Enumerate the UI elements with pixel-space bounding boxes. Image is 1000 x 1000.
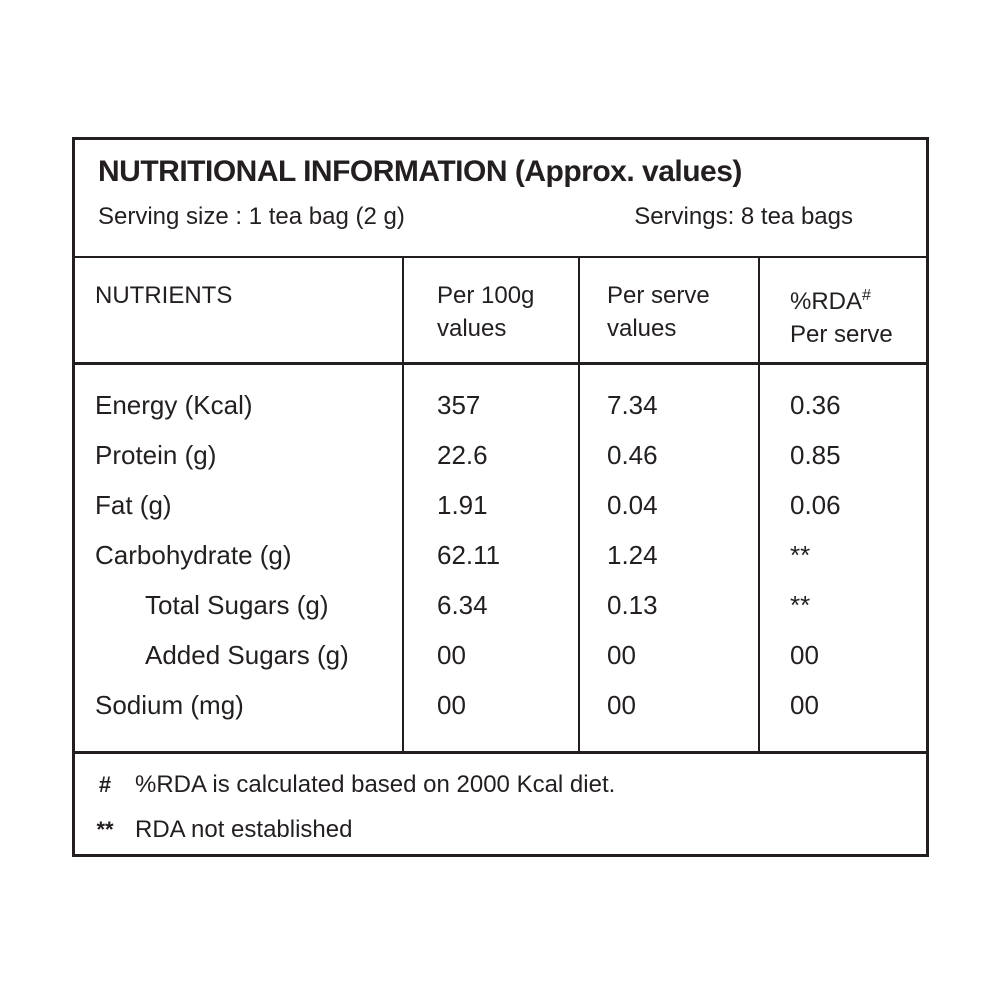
double-asterisk-marker: **: [96, 817, 114, 842]
column-header-label: NUTRIENTS: [95, 282, 233, 309]
per-100g-value: 62.11: [437, 540, 501, 570]
nutrition-label: NUTRITIONAL INFORMATION (Approx. values)…: [72, 137, 929, 857]
nutrient-name: Energy (Kcal): [95, 390, 253, 420]
per-serve-value: 0.46: [607, 440, 658, 470]
rda-value: 00: [790, 690, 819, 720]
rda-value: **: [790, 590, 811, 620]
per-serve-value: 00: [607, 690, 636, 720]
rda-footnote-marker: #: [862, 287, 871, 304]
serving-size-text: Serving size : 1 tea bag (2 g): [98, 203, 405, 230]
column-header-label: Per 100g values: [437, 282, 535, 342]
hash-marker: #: [98, 772, 112, 797]
label-header: NUTRITIONAL INFORMATION (Approx. values)…: [75, 140, 926, 256]
rda-value: 0.85: [790, 440, 841, 470]
per-100g-value: 357: [437, 390, 481, 420]
nutrient-name: Total Sugars (g): [145, 590, 329, 620]
footnotes: # %RDA is calculated based on 2000 Kcal …: [75, 751, 926, 854]
nutrient-name: Carbohydrate (g): [95, 540, 292, 570]
per-serve-value: 0.13: [607, 590, 658, 620]
per-100g-value: 6.34: [437, 590, 488, 620]
rda-value: 0.36: [790, 390, 841, 420]
rda-column: 0.36 0.85 0.06 ** ** 00 00: [758, 365, 926, 751]
column-header-row: NUTRIENTS Per 100g values Per serve valu…: [75, 256, 926, 362]
column-header-label: %RDA# Per serve: [790, 287, 893, 348]
per-100g-value: 00: [437, 690, 466, 720]
per-100g-value: 1.91: [437, 490, 488, 520]
per-serve-value: 7.34: [607, 390, 658, 420]
column-header-rda: %RDA# Per serve: [758, 258, 926, 362]
label-title: NUTRITIONAL INFORMATION (Approx. values): [98, 155, 742, 188]
servings-count-text: Servings: 8 tea bags: [634, 203, 853, 230]
footnote-not-established: ** RDA not established: [75, 807, 926, 852]
nutrient-name-column: Energy (Kcal) Protein (g) Fat (g) Carboh…: [75, 365, 402, 751]
per-100g-value: 00: [437, 640, 466, 670]
column-header-per-serve: Per serve values: [578, 258, 758, 362]
nutrient-name: Protein (g): [95, 440, 217, 470]
column-header-nutrients: NUTRIENTS: [75, 258, 402, 362]
per-serve-value: 00: [607, 640, 636, 670]
per-serve-value: 0.04: [607, 490, 658, 520]
rda-value: 0.06: [790, 490, 841, 520]
nutrient-name: Fat (g): [95, 490, 172, 520]
serving-row: Serving size : 1 tea bag (2 g) Servings:…: [98, 203, 853, 231]
nutrient-table-body: Energy (Kcal) Protein (g) Fat (g) Carboh…: [75, 362, 926, 751]
nutrient-name: Sodium (mg): [95, 690, 244, 720]
column-header-label: Per serve values: [607, 282, 710, 342]
nutrient-name: Added Sugars (g): [145, 640, 349, 670]
rda-value: 00: [790, 640, 819, 670]
per-100g-column: 357 22.6 1.91 62.11 6.34 00 00: [402, 365, 578, 751]
column-header-per-100g: Per 100g values: [402, 258, 578, 362]
footnote-text: %RDA is calculated based on 2000 Kcal di…: [135, 771, 616, 798]
per-serve-column: 7.34 0.46 0.04 1.24 0.13 00 00: [578, 365, 758, 751]
rda-value: **: [790, 540, 811, 570]
footnote-rda: # %RDA is calculated based on 2000 Kcal …: [75, 762, 926, 807]
per-100g-value: 22.6: [437, 440, 488, 470]
per-serve-value: 1.24: [607, 540, 658, 570]
footnote-text: RDA not established: [135, 816, 353, 843]
